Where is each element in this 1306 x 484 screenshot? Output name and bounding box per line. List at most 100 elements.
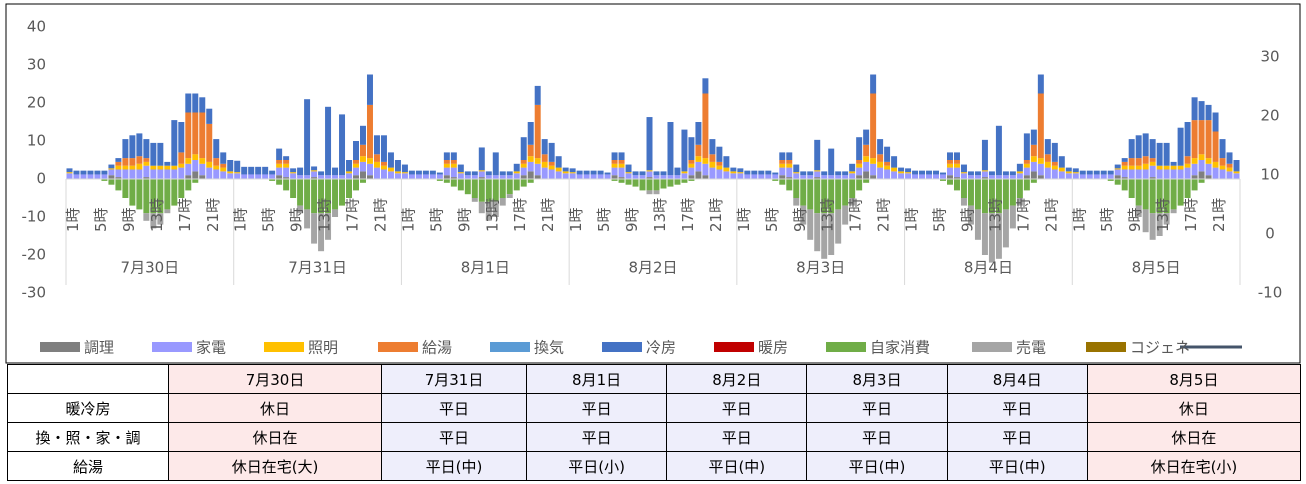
bar-segment	[1121, 169, 1128, 178]
bar-segment	[625, 173, 632, 179]
bar-segment	[471, 198, 478, 202]
bar-segment	[723, 156, 730, 168]
bar-segment	[206, 123, 213, 162]
table-cell: 平日(中)	[946, 451, 1088, 481]
bar-segment	[555, 171, 562, 179]
bar-segment	[800, 205, 807, 225]
table-cell: 平日	[946, 422, 1088, 452]
bar-segment	[471, 175, 478, 179]
bar-segment	[185, 163, 192, 176]
bar-segment	[695, 144, 702, 157]
bar-segment	[115, 161, 122, 166]
bar-segment	[185, 112, 192, 159]
schedule-table: 31週目 7月30日 7月31日 8月1日 8月2日 8月3日 8月4日 8月5日 暖冷房 休日平…	[7, 364, 1302, 481]
bar-segment	[157, 213, 164, 225]
bar-segment	[443, 160, 450, 164]
bar-segment	[185, 93, 192, 113]
bar-segment	[178, 163, 185, 168]
hour-label: 21時	[1042, 198, 1060, 232]
bar-segment	[429, 170, 436, 175]
legend-label: 照明	[308, 339, 338, 357]
bar-segment	[143, 179, 150, 214]
bar-segment	[478, 147, 485, 171]
bar-segment	[346, 171, 353, 174]
bar-segment	[688, 163, 695, 168]
bar-segment	[478, 177, 485, 179]
bar-segment	[947, 175, 953, 179]
bar-segment	[492, 179, 499, 202]
table-cell: 8月4日	[946, 364, 1088, 394]
bar-segment	[667, 175, 674, 179]
bar-segment	[1205, 175, 1212, 179]
bar-segment	[1128, 158, 1135, 166]
bar-segment	[1170, 179, 1177, 210]
bar-segment	[450, 167, 457, 178]
bar-segment	[387, 171, 394, 179]
bar-segment	[178, 152, 185, 164]
hour-label: 17時	[847, 198, 865, 232]
bar-segment	[716, 161, 723, 166]
bar-segment	[520, 179, 527, 187]
bar-segment	[569, 168, 576, 173]
bar-segment	[590, 170, 597, 175]
bar-segment	[122, 158, 129, 166]
bar-segment	[835, 179, 842, 210]
hour-label: 1時	[64, 207, 82, 232]
bar-segment	[339, 114, 346, 176]
bar-segment	[1114, 175, 1121, 179]
bar-segment	[360, 171, 366, 179]
bar-segment	[499, 171, 506, 176]
bar-segment	[339, 179, 346, 206]
bar-segment	[234, 173, 241, 179]
y-tick-label: -30	[22, 284, 47, 302]
bar-segment	[1233, 160, 1240, 172]
bar-segment	[884, 169, 891, 179]
table-cell: 7月30日	[167, 364, 383, 394]
bar-segment	[835, 171, 842, 176]
bar-segment	[1128, 179, 1135, 198]
bar-segment	[1226, 163, 1233, 168]
table-cell: 8月2日	[666, 364, 808, 394]
bar-segment	[611, 167, 618, 176]
bar-segment	[1009, 171, 1016, 176]
bar-segment	[947, 160, 953, 164]
bar-segment	[1044, 139, 1051, 155]
bar-segment	[1163, 142, 1170, 166]
bar-segment	[115, 158, 122, 162]
bar-segment	[765, 174, 772, 179]
bar-segment	[1079, 174, 1086, 179]
table-cell: 休日在宅(大)	[167, 451, 383, 481]
bar-segment	[632, 171, 639, 176]
bar-segment	[178, 179, 185, 198]
bar-segment	[1121, 161, 1128, 166]
bar-segment	[380, 169, 387, 179]
bar-segment	[702, 175, 709, 179]
bar-segment	[856, 175, 863, 179]
bar-segment	[988, 179, 995, 214]
bar-segment	[709, 161, 716, 168]
bar-segment	[1219, 139, 1226, 159]
bar-segment	[450, 163, 457, 168]
bar-segment	[1142, 156, 1149, 164]
bar-segment	[380, 135, 387, 162]
y-tick-label: -20	[22, 246, 47, 264]
bar-segment	[213, 139, 220, 159]
bar-segment	[66, 168, 73, 173]
bar-segment	[891, 167, 898, 172]
legend-swatch	[490, 342, 530, 352]
bar-segment	[248, 166, 255, 175]
bar-segment	[408, 174, 415, 179]
bar-segment	[297, 205, 304, 214]
bar-segment	[653, 179, 660, 191]
bar-segment	[478, 171, 485, 178]
bar-segment	[276, 148, 283, 160]
bar-segment	[87, 170, 94, 175]
bar-segment	[366, 74, 373, 105]
bar-segment	[1114, 179, 1121, 185]
bar-segment	[1002, 175, 1009, 179]
bar-segment	[164, 161, 171, 166]
bar-segment	[800, 171, 807, 176]
bar-segment	[1184, 167, 1191, 179]
bar-segment	[1058, 167, 1065, 172]
bar-segment	[464, 175, 471, 179]
